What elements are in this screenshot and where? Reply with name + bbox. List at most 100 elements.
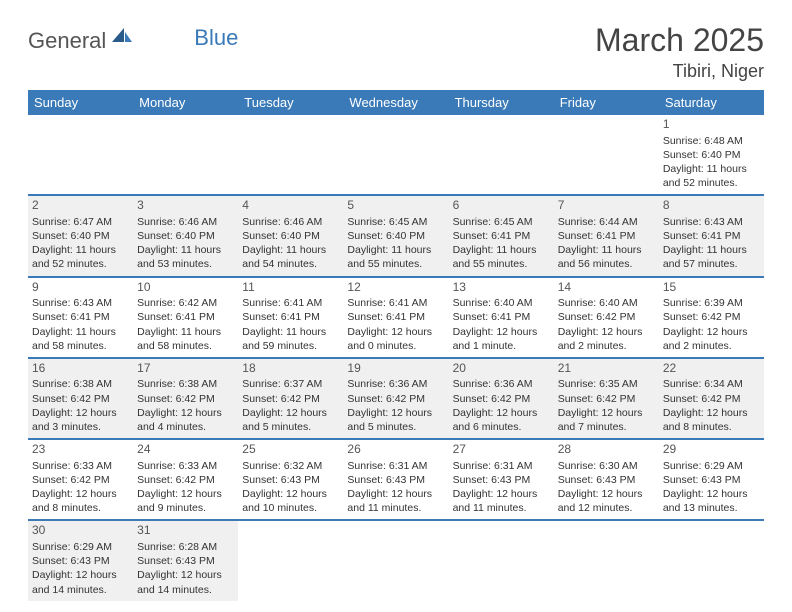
weekday-header: Monday: [133, 90, 238, 115]
day-number: 17: [137, 361, 234, 377]
weekday-header: Tuesday: [238, 90, 343, 115]
day-number: 9: [32, 280, 129, 296]
calendar-table: SundayMondayTuesdayWednesdayThursdayFrid…: [28, 90, 764, 601]
calendar-day-cell: 3Sunrise: 6:46 AMSunset: 6:40 PMDaylight…: [133, 195, 238, 276]
day-number: 3: [137, 198, 234, 214]
calendar-day-cell: 20Sunrise: 6:36 AMSunset: 6:42 PMDayligh…: [449, 358, 554, 439]
calendar-day-cell: 11Sunrise: 6:41 AMSunset: 6:41 PMDayligh…: [238, 277, 343, 358]
day-number: 22: [663, 361, 760, 377]
day-number: 21: [558, 361, 655, 377]
sun-info: Sunrise: 6:42 AMSunset: 6:41 PMDaylight:…: [137, 296, 234, 353]
month-title: March 2025: [595, 22, 764, 59]
calendar-day-cell: 23Sunrise: 6:33 AMSunset: 6:42 PMDayligh…: [28, 439, 133, 520]
calendar-day-cell: 22Sunrise: 6:34 AMSunset: 6:42 PMDayligh…: [659, 358, 764, 439]
day-number: 20: [453, 361, 550, 377]
sun-info: Sunrise: 6:34 AMSunset: 6:42 PMDaylight:…: [663, 377, 760, 434]
calendar-day-cell: 28Sunrise: 6:30 AMSunset: 6:43 PMDayligh…: [554, 439, 659, 520]
sun-info: Sunrise: 6:35 AMSunset: 6:42 PMDaylight:…: [558, 377, 655, 434]
calendar-empty-cell: [449, 115, 554, 195]
calendar-day-cell: 8Sunrise: 6:43 AMSunset: 6:41 PMDaylight…: [659, 195, 764, 276]
weekday-header: Friday: [554, 90, 659, 115]
day-number: 29: [663, 442, 760, 458]
day-number: 6: [453, 198, 550, 214]
day-number: 24: [137, 442, 234, 458]
calendar-day-cell: 17Sunrise: 6:38 AMSunset: 6:42 PMDayligh…: [133, 358, 238, 439]
title-block: March 2025 Tibiri, Niger: [595, 22, 764, 82]
calendar-row: 16Sunrise: 6:38 AMSunset: 6:42 PMDayligh…: [28, 358, 764, 439]
sun-info: Sunrise: 6:46 AMSunset: 6:40 PMDaylight:…: [137, 215, 234, 272]
calendar-day-cell: 10Sunrise: 6:42 AMSunset: 6:41 PMDayligh…: [133, 277, 238, 358]
sun-info: Sunrise: 6:40 AMSunset: 6:41 PMDaylight:…: [453, 296, 550, 353]
calendar-empty-cell: [554, 115, 659, 195]
sun-info: Sunrise: 6:36 AMSunset: 6:42 PMDaylight:…: [453, 377, 550, 434]
day-number: 13: [453, 280, 550, 296]
calendar-day-cell: 2Sunrise: 6:47 AMSunset: 6:40 PMDaylight…: [28, 195, 133, 276]
sun-info: Sunrise: 6:33 AMSunset: 6:42 PMDaylight:…: [32, 459, 129, 516]
day-number: 31: [137, 523, 234, 539]
calendar-day-cell: 21Sunrise: 6:35 AMSunset: 6:42 PMDayligh…: [554, 358, 659, 439]
calendar-day-cell: 12Sunrise: 6:41 AMSunset: 6:41 PMDayligh…: [343, 277, 448, 358]
day-number: 23: [32, 442, 129, 458]
location-label: Tibiri, Niger: [595, 61, 764, 82]
day-number: 25: [242, 442, 339, 458]
calendar-body: 1Sunrise: 6:48 AMSunset: 6:40 PMDaylight…: [28, 115, 764, 601]
calendar-empty-cell: [449, 520, 554, 600]
calendar-day-cell: 29Sunrise: 6:29 AMSunset: 6:43 PMDayligh…: [659, 439, 764, 520]
day-number: 27: [453, 442, 550, 458]
day-number: 11: [242, 280, 339, 296]
sun-info: Sunrise: 6:36 AMSunset: 6:42 PMDaylight:…: [347, 377, 444, 434]
calendar-day-cell: 5Sunrise: 6:45 AMSunset: 6:40 PMDaylight…: [343, 195, 448, 276]
calendar-day-cell: 18Sunrise: 6:37 AMSunset: 6:42 PMDayligh…: [238, 358, 343, 439]
day-number: 8: [663, 198, 760, 214]
calendar-day-cell: 9Sunrise: 6:43 AMSunset: 6:41 PMDaylight…: [28, 277, 133, 358]
day-number: 16: [32, 361, 129, 377]
sun-info: Sunrise: 6:48 AMSunset: 6:40 PMDaylight:…: [663, 134, 760, 191]
day-number: 5: [347, 198, 444, 214]
calendar-day-cell: 15Sunrise: 6:39 AMSunset: 6:42 PMDayligh…: [659, 277, 764, 358]
calendar-row: 30Sunrise: 6:29 AMSunset: 6:43 PMDayligh…: [28, 520, 764, 600]
sun-info: Sunrise: 6:47 AMSunset: 6:40 PMDaylight:…: [32, 215, 129, 272]
day-number: 7: [558, 198, 655, 214]
calendar-day-cell: 24Sunrise: 6:33 AMSunset: 6:42 PMDayligh…: [133, 439, 238, 520]
calendar-day-cell: 31Sunrise: 6:28 AMSunset: 6:43 PMDayligh…: [133, 520, 238, 600]
calendar-page: General Blue March 2025 Tibiri, Niger Su…: [0, 0, 792, 611]
header: General Blue March 2025 Tibiri, Niger: [28, 22, 764, 82]
day-number: 2: [32, 198, 129, 214]
sun-info: Sunrise: 6:37 AMSunset: 6:42 PMDaylight:…: [242, 377, 339, 434]
calendar-day-cell: 16Sunrise: 6:38 AMSunset: 6:42 PMDayligh…: [28, 358, 133, 439]
sun-info: Sunrise: 6:32 AMSunset: 6:43 PMDaylight:…: [242, 459, 339, 516]
weekday-header: Sunday: [28, 90, 133, 115]
sun-info: Sunrise: 6:30 AMSunset: 6:43 PMDaylight:…: [558, 459, 655, 516]
day-number: 4: [242, 198, 339, 214]
calendar-row: 1Sunrise: 6:48 AMSunset: 6:40 PMDaylight…: [28, 115, 764, 195]
sun-info: Sunrise: 6:38 AMSunset: 6:42 PMDaylight:…: [32, 377, 129, 434]
calendar-empty-cell: [238, 520, 343, 600]
logo: General Blue: [28, 22, 238, 55]
day-number: 26: [347, 442, 444, 458]
sun-info: Sunrise: 6:44 AMSunset: 6:41 PMDaylight:…: [558, 215, 655, 272]
calendar-day-cell: 13Sunrise: 6:40 AMSunset: 6:41 PMDayligh…: [449, 277, 554, 358]
sun-info: Sunrise: 6:31 AMSunset: 6:43 PMDaylight:…: [347, 459, 444, 516]
sun-info: Sunrise: 6:46 AMSunset: 6:40 PMDaylight:…: [242, 215, 339, 272]
weekday-header: Thursday: [449, 90, 554, 115]
calendar-day-cell: 6Sunrise: 6:45 AMSunset: 6:41 PMDaylight…: [449, 195, 554, 276]
calendar-empty-cell: [133, 115, 238, 195]
sun-info: Sunrise: 6:38 AMSunset: 6:42 PMDaylight:…: [137, 377, 234, 434]
weekday-header: Wednesday: [343, 90, 448, 115]
calendar-day-cell: 19Sunrise: 6:36 AMSunset: 6:42 PMDayligh…: [343, 358, 448, 439]
calendar-row: 2Sunrise: 6:47 AMSunset: 6:40 PMDaylight…: [28, 195, 764, 276]
calendar-row: 9Sunrise: 6:43 AMSunset: 6:41 PMDaylight…: [28, 277, 764, 358]
calendar-empty-cell: [343, 115, 448, 195]
day-number: 18: [242, 361, 339, 377]
calendar-day-cell: 4Sunrise: 6:46 AMSunset: 6:40 PMDaylight…: [238, 195, 343, 276]
calendar-day-cell: 26Sunrise: 6:31 AMSunset: 6:43 PMDayligh…: [343, 439, 448, 520]
sun-info: Sunrise: 6:29 AMSunset: 6:43 PMDaylight:…: [663, 459, 760, 516]
sun-info: Sunrise: 6:43 AMSunset: 6:41 PMDaylight:…: [663, 215, 760, 272]
sun-info: Sunrise: 6:33 AMSunset: 6:42 PMDaylight:…: [137, 459, 234, 516]
calendar-day-cell: 27Sunrise: 6:31 AMSunset: 6:43 PMDayligh…: [449, 439, 554, 520]
sun-info: Sunrise: 6:40 AMSunset: 6:42 PMDaylight:…: [558, 296, 655, 353]
calendar-day-cell: 1Sunrise: 6:48 AMSunset: 6:40 PMDaylight…: [659, 115, 764, 195]
day-number: 1: [663, 117, 760, 133]
sun-info: Sunrise: 6:29 AMSunset: 6:43 PMDaylight:…: [32, 540, 129, 597]
calendar-day-cell: 7Sunrise: 6:44 AMSunset: 6:41 PMDaylight…: [554, 195, 659, 276]
